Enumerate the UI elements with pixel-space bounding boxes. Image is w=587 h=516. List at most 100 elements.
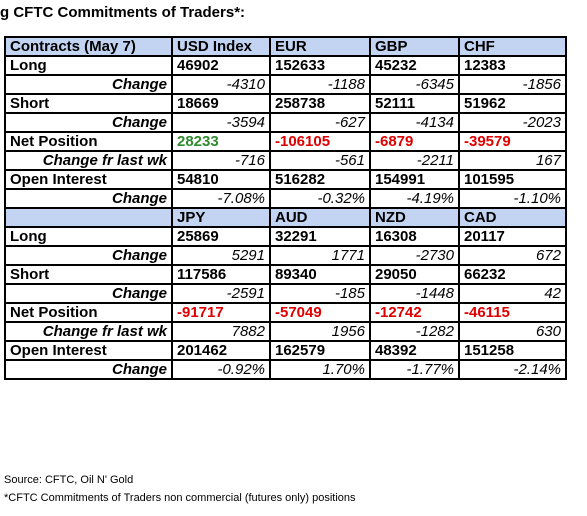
table-cell: 117586 (171, 264, 271, 285)
table-cell: -0.32% (269, 188, 371, 209)
table-cell: 672 (458, 245, 567, 266)
table-cell: -91717 (171, 302, 271, 323)
table-cell: -12742 (369, 302, 460, 323)
table-cell: -4.19% (369, 188, 460, 209)
header-cell: GBP (369, 36, 460, 57)
table-cell: -2730 (369, 245, 460, 266)
table-cell: 101595 (458, 169, 567, 190)
table-cell: 16308 (369, 226, 460, 247)
header-cell: USD Index (171, 36, 271, 57)
table2-net-row: Net Position -91717 -57049 -12742 -46115 (4, 302, 567, 323)
table-cell: -1282 (369, 321, 460, 342)
table1-header-row: Contracts (May 7) USD Index EUR GBP CHF (4, 36, 567, 57)
table2-header-row: JPY AUD NZD CAD (4, 207, 567, 228)
table-cell: 1956 (269, 321, 371, 342)
table-cell: -1.77% (369, 359, 460, 380)
source-note: Source: CFTC, Oil N' Gold (4, 474, 134, 486)
table-cell: 32291 (269, 226, 371, 247)
table-cell: 18669 (171, 93, 271, 114)
header-cell: CAD (458, 207, 567, 228)
row-label: Change (4, 74, 173, 95)
table-cell: 162579 (269, 340, 371, 361)
table-cell: 66232 (458, 264, 567, 285)
header-cell: CHF (458, 36, 567, 57)
table-cell: 1.70% (269, 359, 371, 380)
table-cell: -46115 (458, 302, 567, 323)
table-cell: -4310 (171, 74, 271, 95)
table-cell: 630 (458, 321, 567, 342)
table-cell: 29050 (369, 264, 460, 285)
table-cell: -6345 (369, 74, 460, 95)
row-label: Long (4, 55, 173, 76)
table-cell: -716 (171, 150, 271, 171)
table-cell: 25869 (171, 226, 271, 247)
table-cell: 154991 (369, 169, 460, 190)
table-cell: 1771 (269, 245, 371, 266)
table-cell: 52111 (369, 93, 460, 114)
table-cell: 20117 (458, 226, 567, 247)
table2-oi-row: Open Interest 201462 162579 48392 151258 (4, 340, 567, 361)
table-cell: -1856 (458, 74, 567, 95)
table-cell: -627 (269, 112, 371, 133)
table2-long-row: Long 25869 32291 16308 20117 (4, 226, 567, 247)
row-label: Net Position (4, 302, 173, 323)
table-cell: 167 (458, 150, 567, 171)
table-cell: 152633 (269, 55, 371, 76)
table-cell: -1448 (369, 283, 460, 304)
table-cell: 28233 (171, 131, 271, 152)
table-cell: -0.92% (171, 359, 271, 380)
row-label: Change (4, 188, 173, 209)
table-cell: 7882 (171, 321, 271, 342)
table-cell: -7.08% (171, 188, 271, 209)
header-cell: AUD (269, 207, 371, 228)
table-cell: 51962 (458, 93, 567, 114)
table-cell: 54810 (171, 169, 271, 190)
header-cell (4, 207, 173, 228)
row-label: Open Interest (4, 340, 173, 361)
table-cell: 46902 (171, 55, 271, 76)
row-label: Change (4, 245, 173, 266)
table-cell: -4134 (369, 112, 460, 133)
table2-short-change-row: Change -2591 -185 -1448 42 (4, 283, 567, 304)
header-cell: NZD (369, 207, 460, 228)
table-cell: -39579 (458, 131, 567, 152)
table2-long-change-row: Change 5291 1771 -2730 672 (4, 245, 567, 266)
row-label: Net Position (4, 131, 173, 152)
row-label: Change (4, 359, 173, 380)
table-cell: 201462 (171, 340, 271, 361)
row-label: Open Interest (4, 169, 173, 190)
table-cell: 45232 (369, 55, 460, 76)
table-cell: -1.10% (458, 188, 567, 209)
table-cell: 42 (458, 283, 567, 304)
table-cell: 5291 (171, 245, 271, 266)
header-cell: JPY (171, 207, 271, 228)
table-cell: -185 (269, 283, 371, 304)
table-cell: 89340 (269, 264, 371, 285)
table1-long-row: Long 46902 152633 45232 12383 (4, 55, 567, 76)
row-label: Long (4, 226, 173, 247)
table-cell: -2.14% (458, 359, 567, 380)
table1-net-row: Net Position 28233 -106105 -6879 -39579 (4, 131, 567, 152)
table1-oi-row: Open Interest 54810 516282 154991 101595 (4, 169, 567, 190)
row-label: Change (4, 283, 173, 304)
row-label: Change fr last wk (4, 321, 173, 342)
table-cell: 258738 (269, 93, 371, 114)
table-cell: -2211 (369, 150, 460, 171)
table-cell: 516282 (269, 169, 371, 190)
table1-short-change-row: Change -3594 -627 -4134 -2023 (4, 112, 567, 133)
table-cell: -2591 (171, 283, 271, 304)
row-label: Short (4, 264, 173, 285)
table2-oi-change-row: Change -0.92% 1.70% -1.77% -2.14% (4, 359, 567, 380)
row-label: Change fr last wk (4, 150, 173, 171)
table-cell: 151258 (458, 340, 567, 361)
table-cell: -3594 (171, 112, 271, 133)
header-cell: EUR (269, 36, 371, 57)
report-title: g CFTC Commitments of Traders*: (0, 4, 246, 21)
table-cell: -1188 (269, 74, 371, 95)
footnote: *CFTC Commitments of Traders non commerc… (4, 492, 356, 504)
header-cell: Contracts (May 7) (4, 36, 173, 57)
table2-short-row: Short 117586 89340 29050 66232 (4, 264, 567, 285)
table-cell: -57049 (269, 302, 371, 323)
table-cell: 48392 (369, 340, 460, 361)
table1-net-change-row: Change fr last wk -716 -561 -2211 167 (4, 150, 567, 171)
